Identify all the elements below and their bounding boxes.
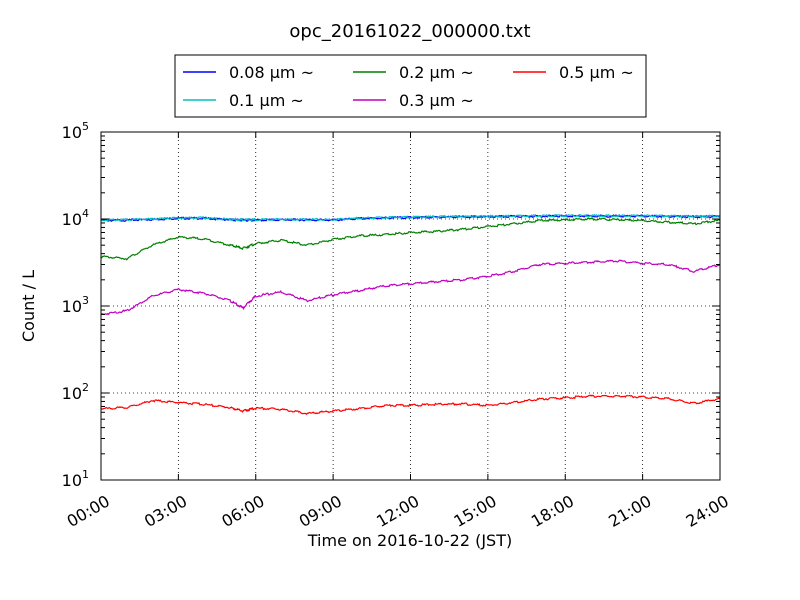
y-axis-label: Count / L [19,270,38,342]
axis-ticks: 00:00 03:00 06:00 09:00 12:00 15:00 18:00 21:00… [62,120,732,531]
x-tick-label: 15:00 [450,491,499,531]
legend-box [174,54,647,118]
legend-label: 0.2 μm ~ [399,63,474,82]
x-tick-label: 06:00 [218,491,267,531]
legend-label: 0.3 μm ~ [399,91,474,110]
legend: 0.08 μm ~ 0.1 μm ~ 0.2 μm ~ 0.3 μm ~ 0.5 μm … [174,54,647,118]
series-lines [100,213,721,415]
y-tick-label: 102 [62,381,89,403]
series-line [100,394,721,415]
legend-label: 0.1 μm ~ [229,91,304,110]
y-tick-label: 105 [62,120,89,142]
grid-lines [101,132,720,480]
legend-label: 0.5 μm ~ [559,63,634,82]
chart-title: opc_20161022_000000.txt [289,21,530,42]
series-line [100,213,721,223]
y-tick-label: 104 [62,207,89,229]
series-line [101,217,721,261]
y-tick-label: 101 [62,468,89,490]
y-tick-label: 103 [62,294,89,316]
x-tick-label: 21:00 [605,491,654,531]
x-axis-label: Time on 2016-10-22 (JST) [307,531,512,550]
x-tick-label: 03:00 [141,491,190,531]
x-tick-label: 12:00 [373,491,422,531]
x-tick-label: 09:00 [296,491,345,531]
x-tick-label: 24:00 [683,491,732,531]
legend-label: 0.08 μm ~ [229,63,314,82]
series-line [100,259,721,316]
x-tick-label: 00:00 [64,491,113,531]
x-tick-label: 18:00 [528,491,577,531]
